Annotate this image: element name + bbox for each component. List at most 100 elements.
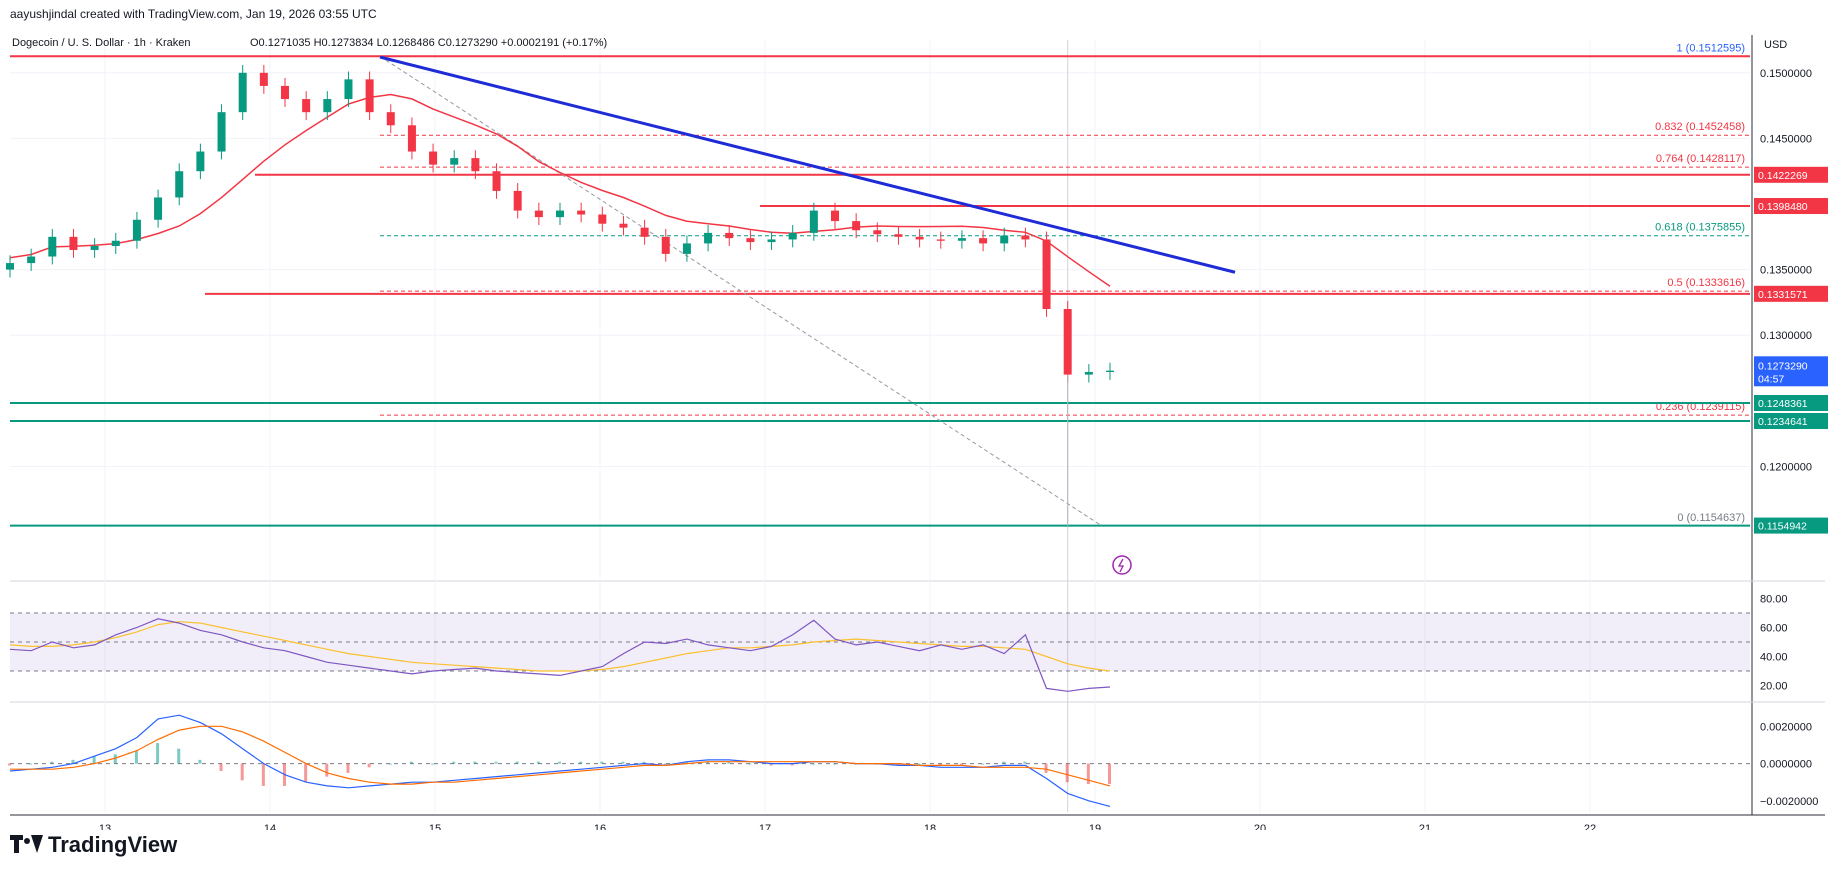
candle-body [27,256,36,264]
candle-body [873,230,882,235]
macd-histogram-bar [1086,763,1090,785]
descending-trendline [379,55,1236,274]
candle-body [852,221,861,231]
candle-body [1021,235,1030,240]
macd-histogram-bar [240,763,244,781]
chart-canvas[interactable]: 1 (0.1512595) 0.832 (0.1452458) 0.764 (0.1… [0,0,1835,830]
candle-body [556,210,564,218]
time-tick-label: 13 [99,823,111,830]
candle-body [238,72,247,113]
candle-body [69,236,78,250]
time-tick-label: 20 [1254,823,1266,830]
macd-histogram-bar [409,761,413,764]
rsi-pane [9,612,1750,692]
fib-level-label: 0.5 (0.1333616) [1667,277,1745,289]
candle-body [725,232,734,239]
lightning-alert-icon [1112,555,1132,575]
candle-body [48,236,57,257]
macd-histogram-bar [938,763,942,766]
candle-body [175,171,184,198]
candle-body [1106,370,1114,372]
macd-histogram-bar [663,763,667,765]
candle-body [534,210,543,218]
macd-histogram-bar [92,756,96,764]
candle-body [682,243,691,254]
candle-body [217,112,226,152]
macd-histogram-bar [600,761,604,764]
candle-body [767,239,776,243]
candle-body [831,210,839,222]
macd-histogram-bar [748,763,752,765]
candle-body [788,232,797,240]
price-level-tag-text: 0.1422269 [1758,170,1808,182]
candle-body [1000,235,1009,244]
macd-histogram-bar [536,761,540,764]
candle-body [6,263,14,270]
candle-body [471,158,480,172]
candle-body [196,151,205,172]
macd-histogram-bar [1065,763,1069,783]
macd-histogram-bar [50,761,54,764]
price-axis: 0.1500000 0.1450000 0.1350000 0.1300000 0.12… [1754,68,1828,808]
price-level-tag [1754,395,1828,412]
time-tick-label: 21 [1419,823,1431,830]
macd-pane [8,714,1750,807]
macd-histogram-bar [346,763,350,773]
candle-body [492,171,501,191]
moving-average-line [9,93,1111,287]
candle-body [513,190,522,211]
price-tick-label: 0.1200000 [1760,461,1812,473]
time-tick-label: 15 [429,823,441,830]
fib-level-label: 0.236 (0.1239115) [1656,401,1745,413]
rsi-tick-label: 80.00 [1760,594,1788,606]
price-level-tag [1754,198,1828,215]
candle-body [386,112,395,126]
price-pane: 1 (0.1512595) 0.832 (0.1452458) 0.764 (0.1… [6,42,1750,575]
rsi-ma-line [9,621,1111,672]
rsi-tick-label: 60.00 [1760,623,1788,635]
candle-body [1063,309,1072,375]
macd-histogram-bar [684,761,688,764]
macd-histogram-bar [1002,761,1006,764]
time-tick-label: 16 [594,823,606,830]
macd-histogram-bar [304,763,308,783]
macd-histogram-bar [790,763,794,766]
price-level-tag [1754,517,1828,534]
candle-body [132,219,141,241]
macd-histogram-bar [113,754,117,764]
macd-histogram-bar [494,761,498,764]
fib-anchor-line [379,55,1103,527]
symbol-legend[interactable]: Dogecoin / U. S. Dollar · 1h · Kraken [12,37,191,49]
macd-histogram-bar [1108,763,1111,785]
price-level-tag [1754,285,1828,302]
tradingview-logo-icon [10,835,43,855]
candle-body [365,79,374,113]
candle-body [429,151,438,165]
price-level-tag [1754,166,1828,183]
candle-body [323,99,332,113]
candle-body [640,227,649,237]
macd-histogram-bar [134,750,138,764]
macd-histogram-bar [558,761,561,764]
macd-histogram-bar [8,763,11,766]
candle-body [111,240,120,247]
fib-level-label: 0 (0.1154637) [1677,512,1745,524]
macd-histogram-bar [959,763,963,766]
candle-body [577,210,586,215]
macd-histogram-bar [156,743,160,764]
rsi-tick-label: 20.00 [1760,681,1788,693]
countdown-text: 04:57 [1758,373,1784,385]
macd-histogram-bar [579,761,583,764]
fib-level-label: 0.618 (0.1375855) [1655,222,1745,234]
macd-histogram-bar [177,748,181,764]
brand-logo[interactable]: TradingView [10,832,177,858]
candle-body [894,234,903,237]
candle-body [619,223,628,228]
macd-tick-label: −0.0020000 [1760,796,1818,808]
candle-body [1042,239,1051,309]
macd-line [9,714,1111,807]
fib-level-label: 0.832 (0.1452458) [1655,121,1745,133]
macd-histogram-bar [896,763,900,766]
currency-label[interactable]: USD [1764,39,1787,51]
grid-lines [10,35,1825,816]
